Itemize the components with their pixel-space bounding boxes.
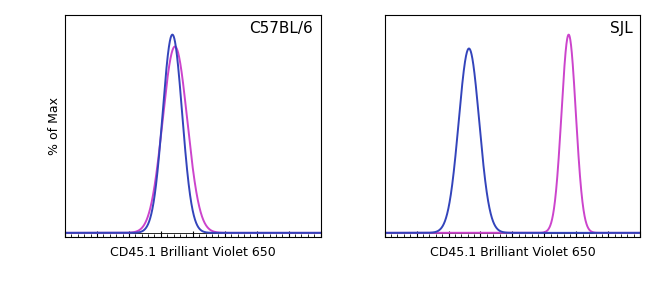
X-axis label: CD45.1 Brilliant Violet 650: CD45.1 Brilliant Violet 650 [110,246,276,259]
X-axis label: CD45.1 Brilliant Violet 650: CD45.1 Brilliant Violet 650 [430,246,595,259]
Text: SJL: SJL [610,22,632,36]
Text: C57BL/6: C57BL/6 [249,22,313,36]
Y-axis label: % of Max: % of Max [48,97,61,155]
